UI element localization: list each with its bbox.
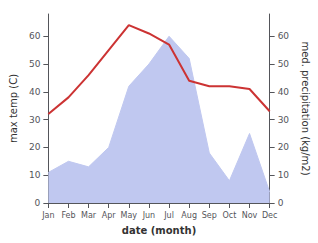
svg-text:Jul: Jul: [163, 211, 174, 220]
svg-text:20: 20: [278, 142, 290, 152]
svg-text:10: 10: [29, 170, 41, 180]
svg-text:40: 40: [29, 87, 41, 97]
svg-text:60: 60: [278, 31, 290, 41]
svg-text:Dec: Dec: [262, 211, 277, 220]
svg-text:Apr: Apr: [102, 211, 117, 220]
svg-text:Oct: Oct: [222, 211, 236, 220]
svg-text:0: 0: [35, 198, 41, 208]
svg-text:30: 30: [278, 115, 290, 125]
svg-text:Jun: Jun: [142, 211, 156, 220]
svg-text:40: 40: [278, 87, 290, 97]
svg-text:10: 10: [278, 170, 290, 180]
svg-text:med. precipitation (kg/m2): med. precipitation (kg/m2): [300, 41, 311, 175]
svg-text:Aug: Aug: [181, 211, 197, 220]
svg-text:60: 60: [29, 31, 41, 41]
svg-text:30: 30: [29, 115, 41, 125]
svg-text:0: 0: [278, 198, 284, 208]
svg-text:Jan: Jan: [41, 211, 54, 220]
svg-text:Nov: Nov: [242, 211, 258, 220]
svg-text:date (month): date (month): [122, 225, 196, 236]
svg-text:Mar: Mar: [81, 211, 97, 220]
svg-text:50: 50: [29, 59, 41, 69]
svg-text:Feb: Feb: [61, 211, 75, 220]
svg-text:max temp (C): max temp (C): [8, 74, 19, 143]
svg-text:May: May: [121, 211, 138, 220]
svg-text:Sep: Sep: [202, 211, 217, 220]
svg-text:20: 20: [29, 142, 41, 152]
svg-text:50: 50: [278, 59, 290, 69]
